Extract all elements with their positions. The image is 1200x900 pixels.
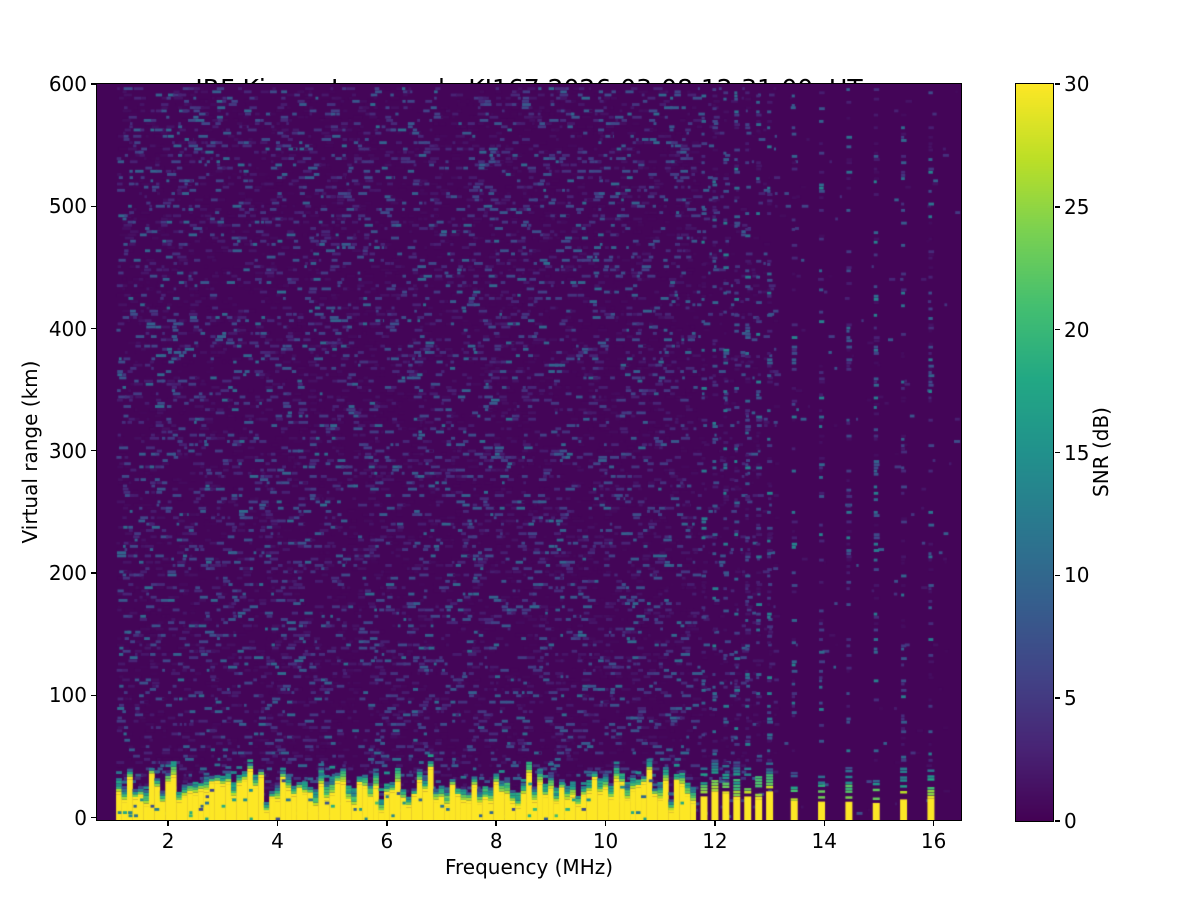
- y-tick-mark: [91, 572, 96, 574]
- y-tick-mark: [91, 450, 96, 452]
- x-axis-label: Frequency (MHz): [444, 855, 614, 879]
- colorbar-tick-label: 15: [1064, 440, 1090, 465]
- colorbar-label: SNR (dB): [1089, 407, 1113, 497]
- x-tick-label: 4: [271, 829, 284, 853]
- x-tick-mark: [932, 821, 935, 826]
- colorbar-tick-mark: [1055, 697, 1060, 699]
- x-tick-mark: [604, 821, 607, 826]
- x-tick-label: 14: [811, 829, 838, 853]
- y-tick-label: 200: [48, 561, 87, 586]
- colorbar-tick-label: 0: [1064, 809, 1077, 833]
- x-tick-label: 2: [161, 829, 175, 853]
- x-tick-mark: [276, 821, 279, 826]
- x-tick-label: 8: [489, 829, 503, 853]
- x-tick-mark: [714, 821, 716, 826]
- y-tick-label: 300: [48, 438, 87, 463]
- colorbar-canvas: [1016, 84, 1053, 821]
- x-tick-mark: [495, 821, 497, 826]
- x-tick-mark: [167, 821, 169, 826]
- colorbar-tick-label: 25: [1064, 194, 1090, 219]
- y-tick-mark: [91, 205, 96, 207]
- y-tick-label: 400: [48, 316, 87, 341]
- x-tick-mark: [823, 821, 825, 826]
- y-tick-label: 600: [48, 72, 87, 96]
- colorbar-tick-label: 30: [1064, 72, 1090, 96]
- x-tick-label: 12: [702, 829, 728, 853]
- y-tick-label: 100: [48, 683, 87, 708]
- colorbar-tick-mark: [1055, 206, 1060, 208]
- heatmap-plot-area: [96, 83, 962, 821]
- colorbar-tick-mark: [1055, 451, 1060, 454]
- y-axis-label: Virtual range (km): [18, 360, 42, 544]
- x-tick-label: 6: [380, 829, 394, 853]
- colorbar-tick-mark: [1055, 328, 1060, 331]
- colorbar-tick-label: 5: [1064, 686, 1077, 711]
- colorbar: [1015, 83, 1054, 822]
- y-tick-label: 500: [48, 194, 87, 219]
- colorbar-tick-mark: [1055, 574, 1060, 577]
- colorbar-tick-mark: [1055, 820, 1060, 822]
- y-tick-mark: [91, 327, 96, 330]
- x-tick-mark: [386, 821, 388, 826]
- y-tick-mark: [91, 83, 96, 85]
- heatmap-canvas: [97, 84, 961, 820]
- colorbar-tick-label: 10: [1064, 563, 1090, 588]
- y-tick-mark: [91, 816, 96, 819]
- x-tick-label: 10: [592, 829, 619, 853]
- y-tick-label: 0: [74, 805, 87, 830]
- x-tick-label: 16: [920, 829, 947, 853]
- y-tick-mark: [91, 694, 96, 696]
- colorbar-tick-mark: [1055, 83, 1060, 85]
- colorbar-tick-label: 20: [1064, 317, 1090, 342]
